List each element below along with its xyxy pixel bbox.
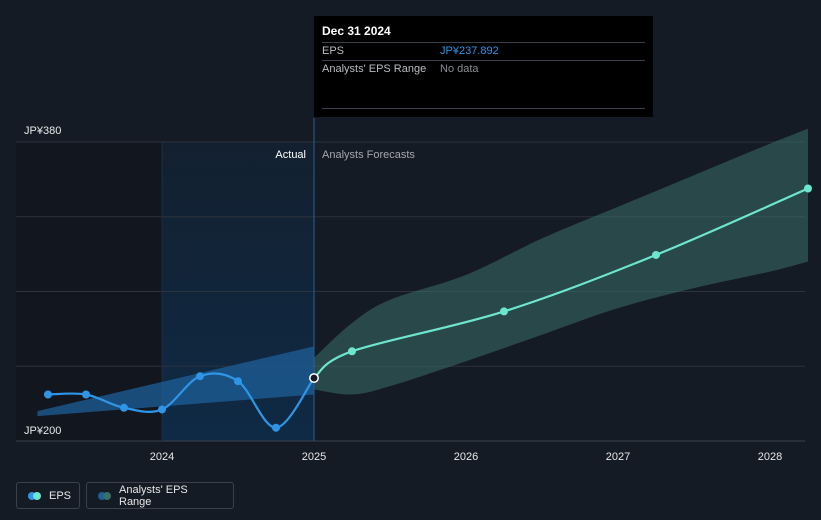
eps-highlight-point bbox=[309, 373, 319, 384]
x-tick-label: 2025 bbox=[302, 451, 326, 463]
analysts-eps-range-band bbox=[314, 128, 808, 395]
tooltip-eps-row: EPS JP¥237.892 bbox=[322, 42, 645, 60]
x-tick-label: 2026 bbox=[454, 451, 478, 463]
x-tick-label: 2024 bbox=[150, 451, 174, 463]
eps-actual-point bbox=[196, 372, 204, 381]
eps-forecast-point bbox=[500, 307, 508, 316]
eps-actual-point bbox=[44, 390, 52, 399]
legend-eps-swatch bbox=[28, 491, 41, 500]
eps-forecast-point bbox=[348, 347, 356, 356]
legend-analysts-range[interactable]: Analysts' EPS Range bbox=[86, 482, 234, 509]
legend-eps[interactable]: EPS bbox=[16, 482, 80, 509]
tooltip-range-value: No data bbox=[440, 63, 479, 75]
legend-eps-label: EPS bbox=[49, 489, 72, 502]
tooltip-eps-value: JP¥237.892 bbox=[440, 45, 499, 57]
y-tick-label: JP¥380 bbox=[24, 125, 61, 137]
eps-actual-point bbox=[272, 423, 280, 432]
eps-forecast-point bbox=[804, 184, 812, 193]
y-tick-label: JP¥200 bbox=[24, 425, 61, 437]
eps-actual-point bbox=[120, 403, 128, 412]
eps-forecast-point bbox=[652, 250, 660, 259]
eps-actual-point bbox=[82, 390, 90, 399]
tooltip-range-row: Analysts' EPS Range No data bbox=[322, 60, 645, 78]
tooltip-range-label: Analysts' EPS Range bbox=[322, 63, 427, 75]
tooltip-date: Dec 31 2024 bbox=[322, 24, 391, 38]
forecast-region-label: Analysts Forecasts bbox=[322, 149, 415, 161]
actual-region-label: Actual bbox=[275, 149, 306, 161]
eps-actual-point bbox=[158, 405, 166, 414]
legend-range-label: Analysts' EPS Range bbox=[119, 483, 188, 508]
eps-actual-point bbox=[234, 377, 242, 386]
x-tick-label: 2027 bbox=[606, 451, 630, 463]
tooltip-eps-label: EPS bbox=[322, 45, 345, 57]
legend-range-swatch bbox=[98, 491, 111, 500]
past-eps-trend-band bbox=[37, 346, 315, 417]
x-tick-label: 2028 bbox=[758, 451, 782, 463]
tooltip-divider bbox=[322, 108, 645, 109]
tooltip: Dec 31 2024 EPS JP¥237.892 Analysts' EPS… bbox=[314, 16, 653, 117]
